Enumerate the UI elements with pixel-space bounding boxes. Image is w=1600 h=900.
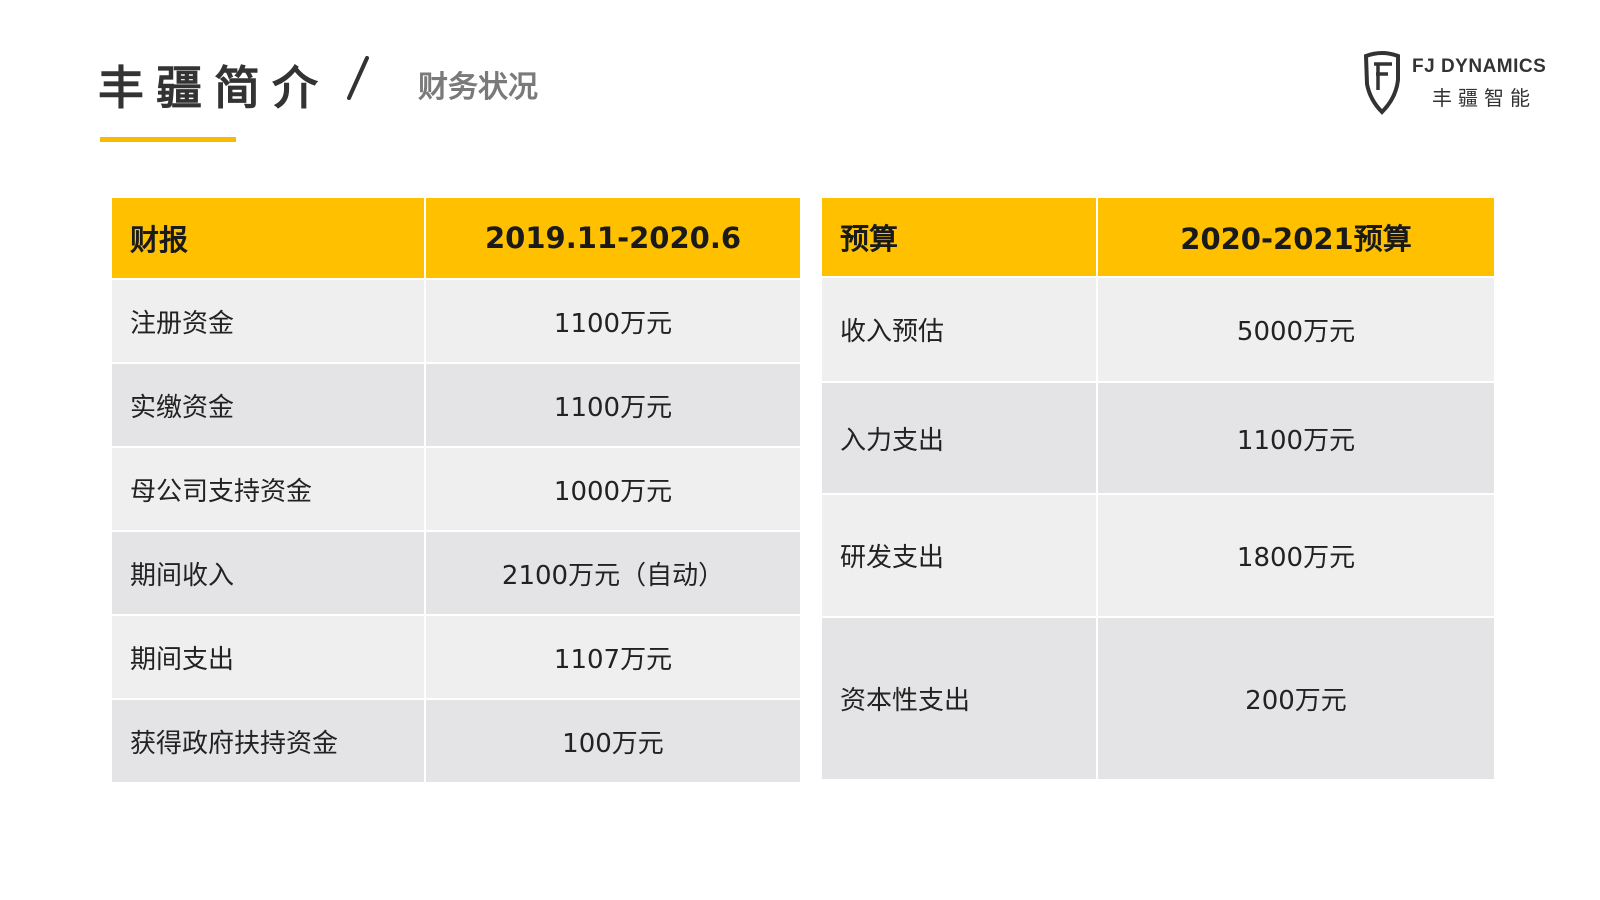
row-label: 入力支出 [822,383,1098,495]
row-label: 实缴资金 [112,364,426,448]
row-label: 注册资金 [112,280,426,364]
slash-divider-icon [347,56,369,100]
row-value: 2100万元（自动） [426,532,802,616]
title-underline [100,137,236,142]
row-value: 1000万元 [426,448,802,532]
table-header-cell: 2020-2021预算 [1098,198,1496,278]
row-value: 1800万元 [1098,495,1496,618]
page-title: 丰疆简介 [98,61,330,115]
budget-table: 预算 2020-2021预算 收入预估 5000万元 入力支出 1100万元 研… [822,198,1496,781]
row-value: 5000万元 [1098,278,1496,383]
page-subtitle: 财务状况 [418,70,538,105]
row-label: 期间收入 [112,532,426,616]
logo-text-cn: 丰疆智能 [1432,86,1536,110]
row-label: 获得政府扶持资金 [112,700,426,784]
table-header-cell: 财报 [112,198,426,280]
row-value: 100万元 [426,700,802,784]
row-value: 1107万元 [426,616,802,700]
row-label: 收入预估 [822,278,1098,383]
row-value: 1100万元 [426,364,802,448]
table-header-cell: 2019.11-2020.6 [426,198,802,280]
row-label: 资本性支出 [822,618,1098,781]
logo-text-en: FJ DYNAMICS [1412,56,1547,77]
table-header-cell: 预算 [822,198,1098,278]
row-value: 1100万元 [426,280,802,364]
row-label: 研发支出 [822,495,1098,618]
row-value: 200万元 [1098,618,1496,781]
row-label: 母公司支持资金 [112,448,426,532]
financial-report-table: 财报 2019.11-2020.6 注册资金 1100万元 实缴资金 1100万… [112,198,802,784]
row-label: 期间支出 [112,616,426,700]
row-value: 1100万元 [1098,383,1496,495]
shield-logo-icon [1363,51,1400,115]
company-logo: FJ DYNAMICS 丰疆智能 [1362,50,1552,116]
